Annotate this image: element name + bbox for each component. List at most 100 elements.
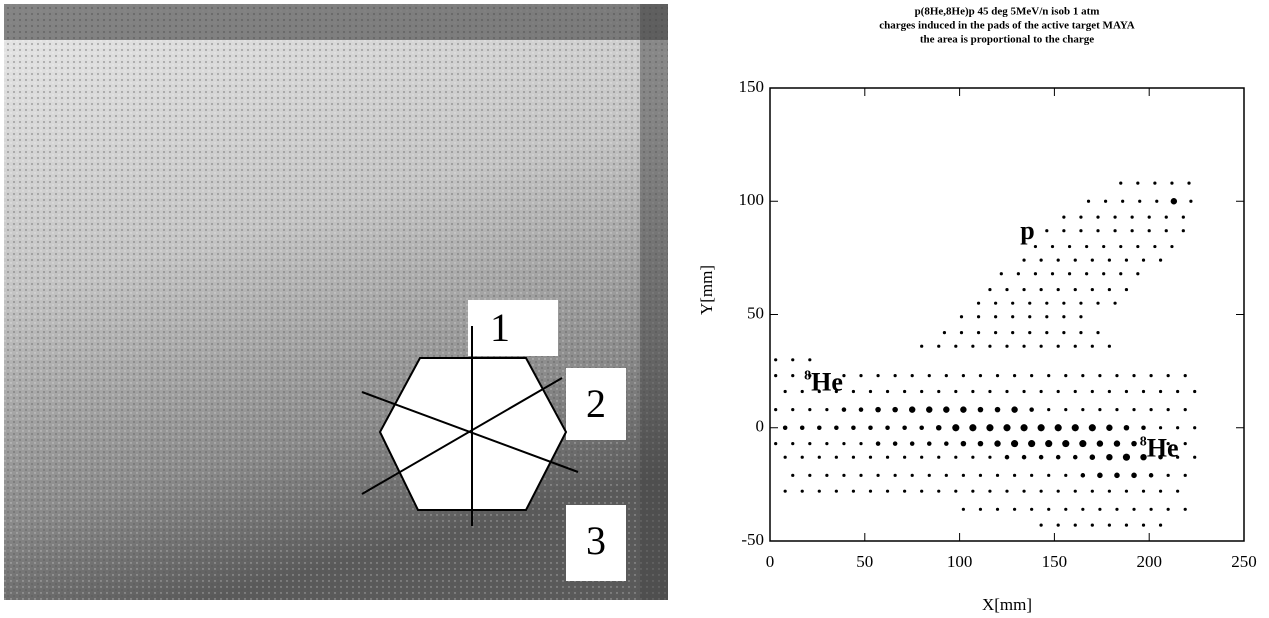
- pad-charge: [927, 473, 931, 477]
- pad-charge: [1071, 424, 1079, 432]
- pad-charge: [1170, 181, 1174, 185]
- pad-charge: [1022, 258, 1026, 262]
- pad-charge: [952, 424, 960, 432]
- pad-charge: [978, 507, 983, 511]
- pad-charge: [1081, 374, 1085, 378]
- pad-charge: [919, 425, 924, 431]
- pad-charge: [944, 473, 948, 477]
- pad-charge: [1039, 287, 1043, 292]
- pad-charge: [909, 406, 916, 413]
- pad-charge: [1107, 523, 1111, 527]
- pad-charge: [1158, 454, 1163, 460]
- pad-charge: [799, 425, 805, 431]
- pad-charge: [937, 344, 941, 348]
- pad-charge: [1113, 229, 1117, 233]
- pad-charge: [834, 389, 838, 394]
- pad-charge: [1130, 229, 1134, 233]
- pad-charge: [971, 389, 975, 394]
- pad-charge: [1130, 215, 1134, 219]
- label-box: [468, 300, 558, 356]
- pad-charge: [808, 358, 812, 362]
- pad-charge: [1022, 287, 1026, 292]
- pad-charge: [927, 374, 931, 378]
- pad-charge: [1064, 374, 1068, 378]
- pad-charge: [954, 344, 958, 348]
- pad-charge: [1131, 472, 1137, 479]
- annotation: 8He: [1140, 433, 1179, 462]
- pad-charge: [885, 455, 890, 459]
- pad-charge: [1113, 301, 1117, 305]
- pad-charge: [1022, 489, 1026, 493]
- pad-charge: [783, 389, 787, 394]
- pad-charge: [774, 358, 778, 362]
- pad-charge: [842, 374, 846, 378]
- pad-charge: [1158, 389, 1163, 394]
- x-tick-label: 200: [1136, 552, 1162, 571]
- pad-charge: [1079, 229, 1083, 233]
- pad-charge: [1119, 272, 1123, 276]
- pad-charge: [851, 425, 856, 431]
- pad-charge: [935, 424, 942, 431]
- pad-charge: [1183, 507, 1187, 511]
- pad-charge: [859, 374, 863, 378]
- pad-charge: [1141, 425, 1146, 431]
- pad-charge: [910, 473, 914, 477]
- pad-charge: [800, 455, 804, 459]
- pad-charge: [1096, 215, 1100, 219]
- pad-charge: [1147, 215, 1151, 219]
- pad-charge: [1189, 199, 1193, 203]
- pad-charge: [1187, 181, 1191, 185]
- pad-charge: [817, 455, 821, 459]
- pad-charge: [885, 389, 890, 394]
- pad-charge: [1115, 408, 1119, 412]
- pad-charge: [1164, 229, 1168, 233]
- pad-charge: [1170, 198, 1178, 205]
- pad-charge: [1037, 424, 1045, 432]
- pad-charge: [1096, 301, 1100, 305]
- pad-charge: [1073, 258, 1077, 262]
- pad-charge: [927, 441, 932, 446]
- y-tick-label: 150: [739, 77, 765, 96]
- pad-charge: [1124, 489, 1129, 493]
- pad-charge: [902, 425, 907, 431]
- pad-charge: [994, 440, 1001, 447]
- y-tick-label: 50: [747, 303, 764, 322]
- pad-charge: [817, 489, 821, 493]
- pad-charge: [1153, 244, 1157, 249]
- pad-charge: [969, 424, 977, 432]
- pad-charge: [774, 442, 778, 446]
- pad-charge: [977, 406, 984, 413]
- pad-charge: [1056, 344, 1060, 348]
- pad-charge: [1102, 272, 1106, 276]
- pad-charge: [1062, 440, 1070, 448]
- pad-charge: [1039, 344, 1043, 348]
- pad-charge: [808, 473, 812, 477]
- pad-charge: [1073, 344, 1077, 348]
- pad-charge: [1098, 408, 1102, 412]
- pad-charge: [892, 441, 898, 446]
- pad-charge: [988, 489, 992, 493]
- pad-charge: [1090, 344, 1094, 348]
- pad-charge: [1047, 473, 1051, 477]
- pad-charge: [960, 406, 967, 413]
- pad-charge: [1106, 453, 1113, 461]
- pad-charge: [885, 425, 890, 431]
- pad-charge: [1183, 408, 1187, 412]
- pad-charge: [995, 374, 1000, 378]
- pad-charge: [978, 374, 983, 378]
- pad-charge: [1056, 389, 1060, 394]
- pad-charge: [999, 272, 1003, 276]
- pad-charge: [1056, 287, 1060, 292]
- pad-charge: [817, 425, 822, 431]
- pad-charge: [1073, 523, 1077, 527]
- pad-charge: [1132, 408, 1136, 412]
- pad-charge: [825, 374, 829, 378]
- pad-charge: [1073, 489, 1077, 493]
- pad-charge: [995, 473, 1000, 477]
- pad-charge: [1149, 442, 1153, 446]
- pad-charge: [944, 441, 949, 446]
- pad-charge: [1012, 374, 1017, 378]
- pad-charge: [1096, 229, 1100, 233]
- annotation: 8He: [804, 368, 843, 397]
- y-tick-label: 0: [756, 417, 765, 436]
